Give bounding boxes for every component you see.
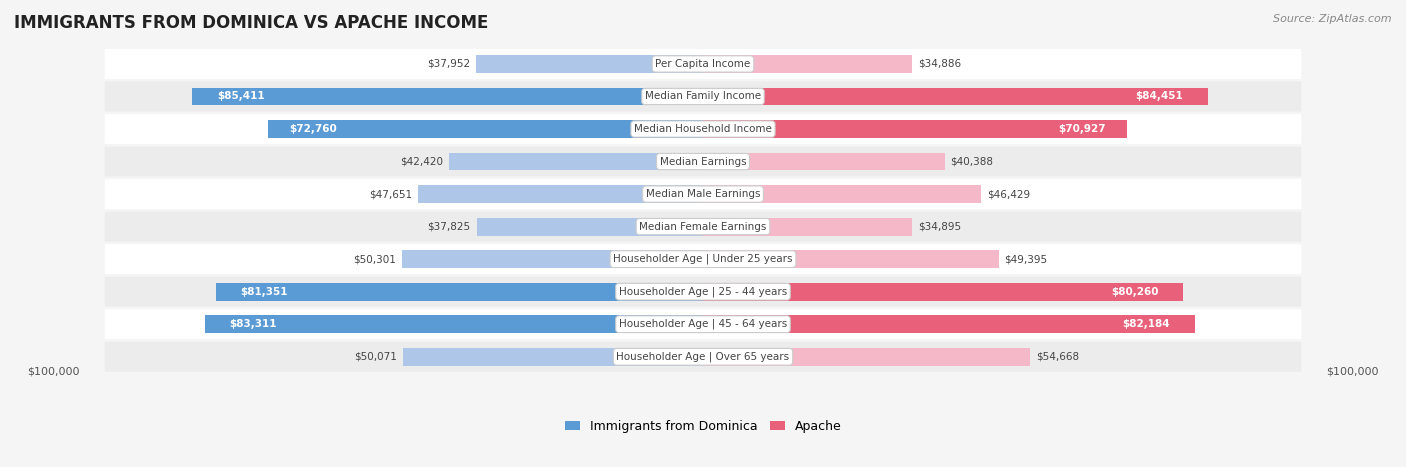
- Bar: [217, 283, 703, 301]
- FancyBboxPatch shape: [104, 342, 1302, 372]
- Text: $85,411: $85,411: [218, 92, 266, 101]
- Text: $70,927: $70,927: [1059, 124, 1107, 134]
- Text: $47,651: $47,651: [368, 189, 412, 199]
- Text: $100,000: $100,000: [1326, 367, 1379, 377]
- Text: $72,760: $72,760: [290, 124, 337, 134]
- Text: Source: ZipAtlas.com: Source: ZipAtlas.com: [1274, 14, 1392, 24]
- Text: Householder Age | Over 65 years: Householder Age | Over 65 years: [616, 352, 790, 362]
- Bar: [402, 250, 703, 268]
- Bar: [477, 55, 703, 73]
- Bar: [703, 185, 981, 203]
- FancyBboxPatch shape: [104, 147, 1302, 177]
- Text: Householder Age | 45 - 64 years: Householder Age | 45 - 64 years: [619, 319, 787, 329]
- Bar: [703, 120, 1128, 138]
- Text: $34,895: $34,895: [918, 222, 960, 232]
- FancyBboxPatch shape: [104, 309, 1302, 339]
- Bar: [703, 55, 911, 73]
- FancyBboxPatch shape: [104, 82, 1302, 112]
- Text: $100,000: $100,000: [27, 367, 80, 377]
- FancyBboxPatch shape: [104, 114, 1302, 144]
- Text: $54,668: $54,668: [1036, 352, 1080, 362]
- Text: $49,395: $49,395: [1004, 254, 1047, 264]
- Bar: [703, 250, 998, 268]
- Legend: Immigrants from Dominica, Apache: Immigrants from Dominica, Apache: [565, 420, 841, 433]
- Text: Median Male Earnings: Median Male Earnings: [645, 189, 761, 199]
- Text: $80,260: $80,260: [1112, 287, 1159, 297]
- Text: $34,886: $34,886: [918, 59, 960, 69]
- Text: Householder Age | Under 25 years: Householder Age | Under 25 years: [613, 254, 793, 264]
- Text: Median Earnings: Median Earnings: [659, 156, 747, 167]
- Bar: [703, 153, 945, 170]
- Text: $81,351: $81,351: [240, 287, 288, 297]
- FancyBboxPatch shape: [104, 244, 1302, 274]
- Text: $37,952: $37,952: [427, 59, 470, 69]
- Text: Median Family Income: Median Family Income: [645, 92, 761, 101]
- Bar: [703, 348, 1031, 366]
- Bar: [193, 87, 703, 106]
- FancyBboxPatch shape: [104, 49, 1302, 79]
- Text: $50,301: $50,301: [353, 254, 396, 264]
- Text: $84,451: $84,451: [1135, 92, 1182, 101]
- Bar: [450, 153, 703, 170]
- Bar: [703, 315, 1195, 333]
- FancyBboxPatch shape: [104, 277, 1302, 307]
- Text: Median Household Income: Median Household Income: [634, 124, 772, 134]
- Bar: [404, 348, 703, 366]
- Bar: [205, 315, 703, 333]
- Text: $40,388: $40,388: [950, 156, 994, 167]
- Bar: [703, 283, 1184, 301]
- Text: $83,311: $83,311: [229, 319, 277, 329]
- Text: $82,184: $82,184: [1122, 319, 1170, 329]
- Text: Householder Age | 25 - 44 years: Householder Age | 25 - 44 years: [619, 286, 787, 297]
- Text: Per Capita Income: Per Capita Income: [655, 59, 751, 69]
- FancyBboxPatch shape: [104, 212, 1302, 241]
- Text: $42,420: $42,420: [401, 156, 443, 167]
- Text: $50,071: $50,071: [354, 352, 398, 362]
- FancyBboxPatch shape: [104, 179, 1302, 209]
- Bar: [703, 218, 911, 235]
- Bar: [418, 185, 703, 203]
- Text: IMMIGRANTS FROM DOMINICA VS APACHE INCOME: IMMIGRANTS FROM DOMINICA VS APACHE INCOM…: [14, 14, 488, 32]
- Text: $37,825: $37,825: [427, 222, 471, 232]
- Text: Median Female Earnings: Median Female Earnings: [640, 222, 766, 232]
- Text: $46,429: $46,429: [987, 189, 1029, 199]
- Bar: [477, 218, 703, 235]
- Bar: [267, 120, 703, 138]
- Bar: [703, 87, 1208, 106]
